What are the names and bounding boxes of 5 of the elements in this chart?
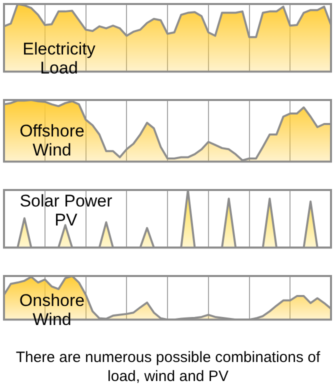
text: There are numerous possible combinations of load, wind and PV <box>14 348 322 386</box>
text: Onshore Wind <box>19 290 85 329</box>
text: Solar Power PV <box>20 192 113 230</box>
text: Electricity Load <box>22 39 96 78</box>
text: Offshore Wind <box>20 122 84 160</box>
